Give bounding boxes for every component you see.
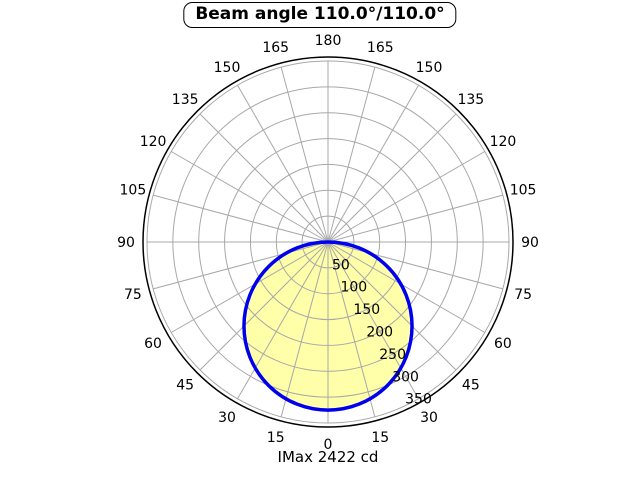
- grid-spoke-45: [327, 241, 457, 371]
- angular-tick-label-90-left: 90: [117, 235, 135, 251]
- angular-tick-label-135-right: 135: [457, 92, 484, 108]
- radial-tick-label-350: 350: [405, 392, 432, 408]
- angular-tick-label-60-right: 60: [494, 336, 512, 352]
- angular-tick-label-90-right: 90: [521, 235, 539, 251]
- angular-tick-label-150-right: 150: [416, 60, 443, 76]
- imax-label: IMax 2422 cd: [277, 448, 379, 466]
- grid-spoke-225: [199, 113, 329, 243]
- grid-spoke-195: [280, 67, 329, 243]
- grid-spoke-345: [280, 241, 329, 417]
- grid-spoke-135: [327, 113, 457, 243]
- grid-spoke-330: [237, 241, 329, 400]
- angular-tick-label-180-right: 180: [315, 33, 342, 49]
- angular-tick-label-105-left: 105: [120, 183, 147, 199]
- grid-spoke-120: [327, 151, 486, 243]
- angular-tick-label-165-left: 165: [262, 40, 289, 56]
- radial-tick-label-100: 100: [340, 280, 367, 296]
- radial-tick-label-150: 150: [353, 302, 380, 318]
- angular-tick-label-120-left: 120: [140, 134, 167, 150]
- chart-title: Beam angle 110.0°/110.0°: [195, 4, 445, 24]
- grid-spoke-105: [327, 194, 503, 243]
- grid-spoke-15: [327, 241, 376, 417]
- radial-tick-label-200: 200: [366, 324, 393, 340]
- angular-tick-label-75-left: 75: [124, 287, 142, 303]
- angular-tick-label-105-right: 105: [510, 183, 537, 199]
- grid-spoke-255: [153, 194, 329, 243]
- grid-spoke-75: [327, 241, 503, 290]
- angular-tick-label-150-left: 150: [214, 60, 241, 76]
- radial-tick-label-250: 250: [379, 347, 406, 363]
- angular-tick-label-135-left: 135: [172, 92, 199, 108]
- angular-tick-label-30-left: 30: [218, 410, 236, 426]
- grid-spoke-285: [153, 241, 329, 290]
- angular-tick-label-45-left: 45: [176, 378, 194, 394]
- grid-spoke-240: [170, 151, 329, 243]
- angular-tick-label-15-right: 15: [371, 430, 389, 446]
- angular-tick-label-75-right: 75: [514, 287, 532, 303]
- grid-spoke-30: [327, 241, 419, 400]
- angular-tick-label-165-right: 165: [367, 40, 394, 56]
- grid-spoke-210: [237, 84, 329, 243]
- outer-ring: [142, 56, 514, 428]
- grid-spoke-60: [327, 241, 486, 333]
- radial-tick-label-50: 50: [332, 257, 350, 273]
- angular-tick-label-15-left: 15: [267, 430, 285, 446]
- grid-spoke-165: [327, 67, 376, 243]
- angular-tick-label-45-right: 45: [462, 378, 480, 394]
- chart-title-box: Beam angle 110.0°/110.0°: [183, 2, 457, 28]
- grid-spoke-315: [199, 241, 329, 371]
- grid-spoke-150: [327, 84, 419, 243]
- beam-outline: [242, 240, 414, 412]
- angular-tick-label-120-right: 120: [490, 134, 517, 150]
- radial-tick-label-300: 300: [392, 369, 419, 385]
- angular-tick-label-0-right: 0: [324, 437, 333, 453]
- angular-tick-label-30-right: 30: [420, 410, 438, 426]
- grid-spoke-300: [170, 241, 329, 333]
- angular-tick-label-60-left: 60: [144, 336, 162, 352]
